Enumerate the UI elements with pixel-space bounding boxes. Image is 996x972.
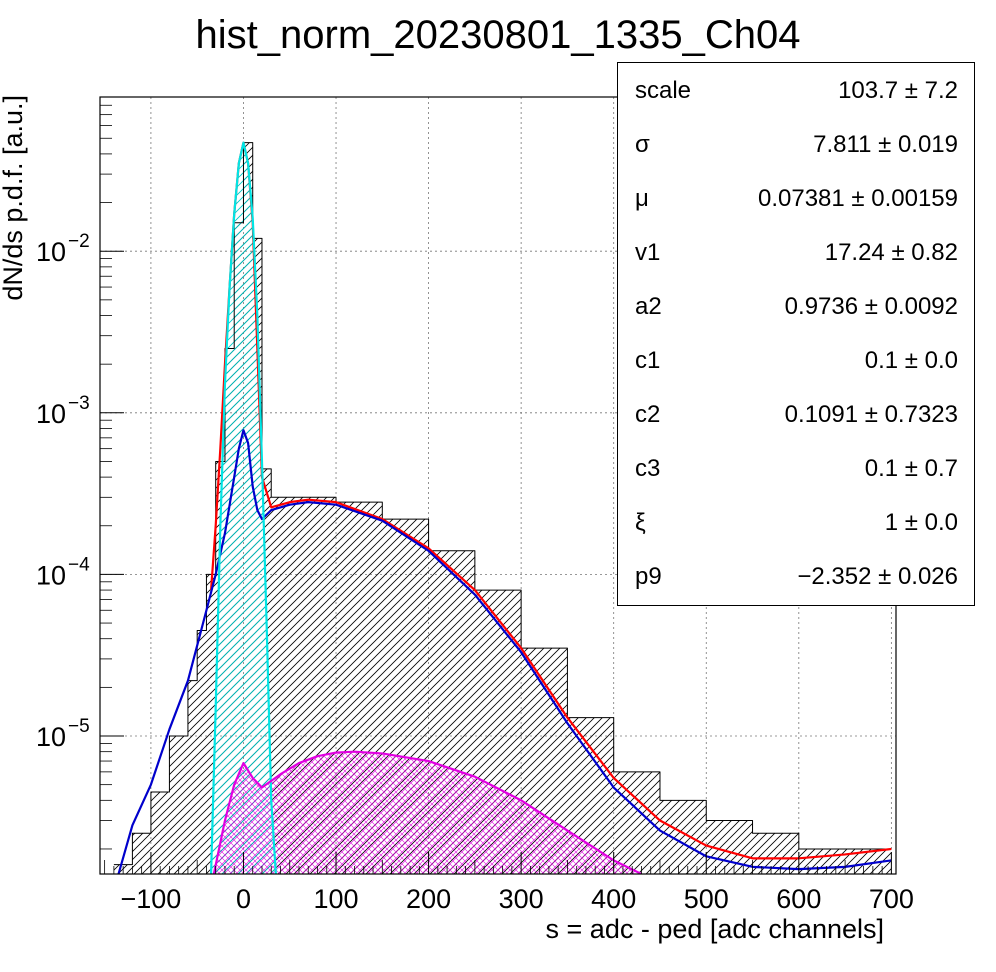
x-axis-label: s = adc - ped [adc channels] [546,914,884,944]
stat-row: v1 17.24 ± 0.82 [618,225,974,279]
x-tick-label: 0 [236,884,251,914]
stat-row: ξ 1 ± 0.0 [618,495,974,549]
x-tick-label: 100 [313,884,358,914]
stat-name: c2 [635,401,661,428]
stat-row: c1 0.1 ± 0.0 [618,333,974,387]
stat-name: c1 [635,347,661,374]
stat-value: 7.811 ± 0.019 [813,131,958,158]
x-tick-label: 300 [499,884,544,914]
stat-row: c3 0.1 ± 0.7 [618,441,974,495]
y-tick-exponent: −2 [68,231,90,252]
y-tick-exponent: −4 [68,554,90,575]
stat-row: c2 0.1091 ± 0.7323 [618,387,974,441]
stat-value: 17.24 ± 0.82 [824,239,958,266]
series-2-line [117,429,892,874]
stat-value: 0.1 ± 0.7 [864,455,958,482]
stat-row: p9 −2.352 ± 0.026 [618,549,974,603]
y-tick-label: 10 [36,237,66,267]
x-tick-label: −100 [120,884,181,914]
stat-name: a2 [635,293,662,320]
stat-row: a2 0.9736 ± 0.0092 [618,279,974,333]
series-4-fill [213,751,642,874]
stat-name: ξ [635,509,646,536]
stat-name: scale [635,77,692,104]
fit-stats-box: scale 103.7 ± 7.2 σ 7.811 ± 0.019 μ 0.07381 ±… [617,62,975,606]
series-0-line [113,142,892,866]
series-0-fill [113,142,892,874]
stat-row: σ 7.811 ± 0.019 [618,117,974,171]
chart-title: hist_norm_20230801_1335_Ch04 [196,13,801,57]
stat-row: scale 103.7 ± 7.2 [618,63,974,117]
stat-value: 0.1091 ± 0.7323 [784,401,958,428]
stat-row: μ 0.07381 ± 0.00159 [618,171,974,225]
x-tick-label: 200 [406,884,451,914]
stat-value: 1 ± 0.0 [884,509,958,536]
stat-name: v1 [635,239,661,266]
y-tick-label: 10 [36,722,66,752]
stat-value: 0.07381 ± 0.00159 [757,185,958,212]
stat-value: 103.7 ± 7.2 [838,77,958,104]
series-3-fill [211,142,276,874]
x-tick-label: 700 [869,884,914,914]
x-tick-label: 500 [684,884,729,914]
stat-name: μ [635,185,649,212]
series-3-line [209,141,277,874]
stat-name: p9 [635,563,662,590]
stat-value: 0.9736 ± 0.0092 [784,293,958,320]
stat-name: σ [635,131,650,158]
y-axis-label: dN/ds p.d.f. [a.u.] [0,95,28,301]
y-tick-label: 10 [36,399,66,429]
series-lines [113,141,892,874]
y-tick-exponent: −5 [68,716,90,737]
stat-value: 0.1 ± 0.0 [864,347,958,374]
y-tick-exponent: −3 [68,393,90,414]
x-tick-label: 400 [591,884,636,914]
axes: −100 0 100 200 300 400 500 600 70010−510−410−310… [36,96,914,914]
area-fills [113,142,892,874]
stat-name: c3 [635,455,661,482]
x-tick-label: 600 [776,884,821,914]
y-tick-label: 10 [36,560,66,590]
series-4-line [212,750,642,874]
stat-value: −2.352 ± 0.026 [797,563,958,590]
